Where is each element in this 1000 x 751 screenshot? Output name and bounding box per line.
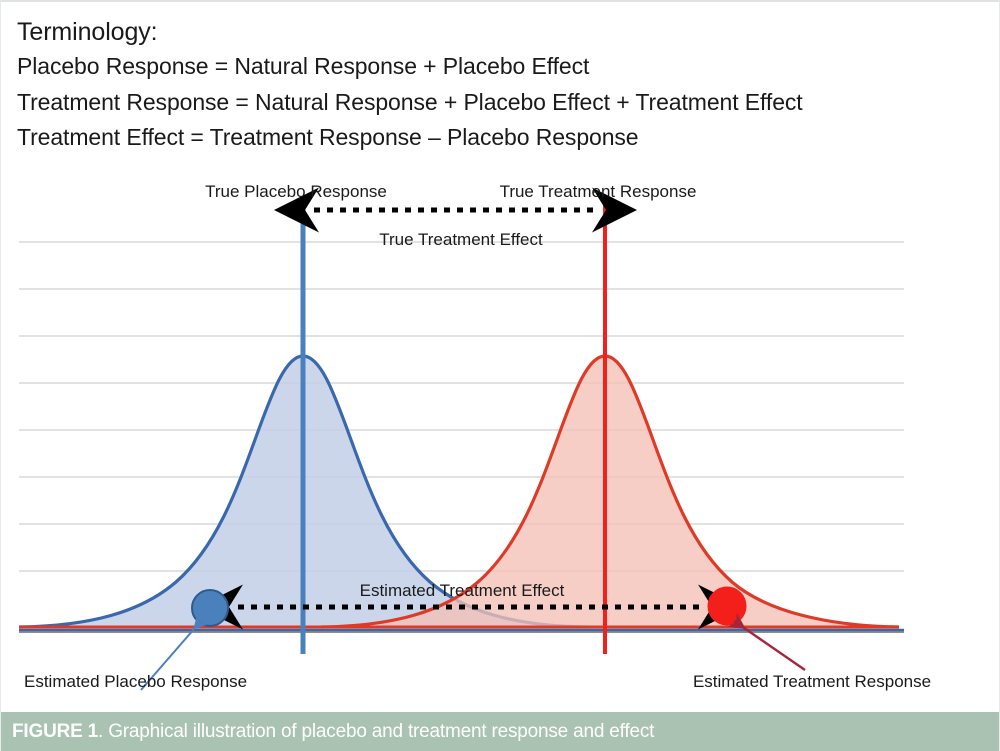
estimated-treatment-effect-label: Estimated Treatment Effect xyxy=(360,581,565,600)
figure-caption: FIGURE 1. Graphical illustration of plac… xyxy=(12,721,654,743)
true-treatment-response-label: True Treatment Response xyxy=(500,182,697,201)
terminology-line-1: Placebo Response = Natural Response + Pl… xyxy=(17,53,590,79)
treatment-leader-line xyxy=(727,612,806,671)
terminology-line-3: Treatment Effect = Treatment Response – … xyxy=(17,124,639,151)
placebo-leader-line xyxy=(140,614,208,691)
estimated-placebo-response-label: Estimated Placebo Response xyxy=(24,672,247,691)
estimated-treatment-response-label: Estimated Treatment Response xyxy=(693,672,931,691)
gridlines xyxy=(19,241,904,633)
figure-caption-text: . Graphical illustration of placebo and … xyxy=(98,720,655,742)
chart-svg: True Placebo Response True Treatment Res… xyxy=(18,182,931,691)
true-placebo-response-label: True Placebo Response xyxy=(205,182,387,201)
estimated-treatment-response-marker xyxy=(707,586,747,626)
estimated-placebo-response-marker xyxy=(191,589,229,627)
terminology-line-2: Treatment Response = Natural Response + … xyxy=(17,88,803,115)
figure-caption-bar: FIGURE 1. Graphical illustration of plac… xyxy=(1,709,999,751)
true-treatment-effect-label: True Treatment Effect xyxy=(379,230,543,249)
terminology-block: Terminology: Placebo Response = Natural … xyxy=(17,16,977,156)
terminology-title: Terminology: xyxy=(17,18,158,46)
distribution-chart: True Placebo Response True Treatment Res… xyxy=(1,162,999,707)
figure-caption-label: FIGURE 1 xyxy=(12,720,99,742)
